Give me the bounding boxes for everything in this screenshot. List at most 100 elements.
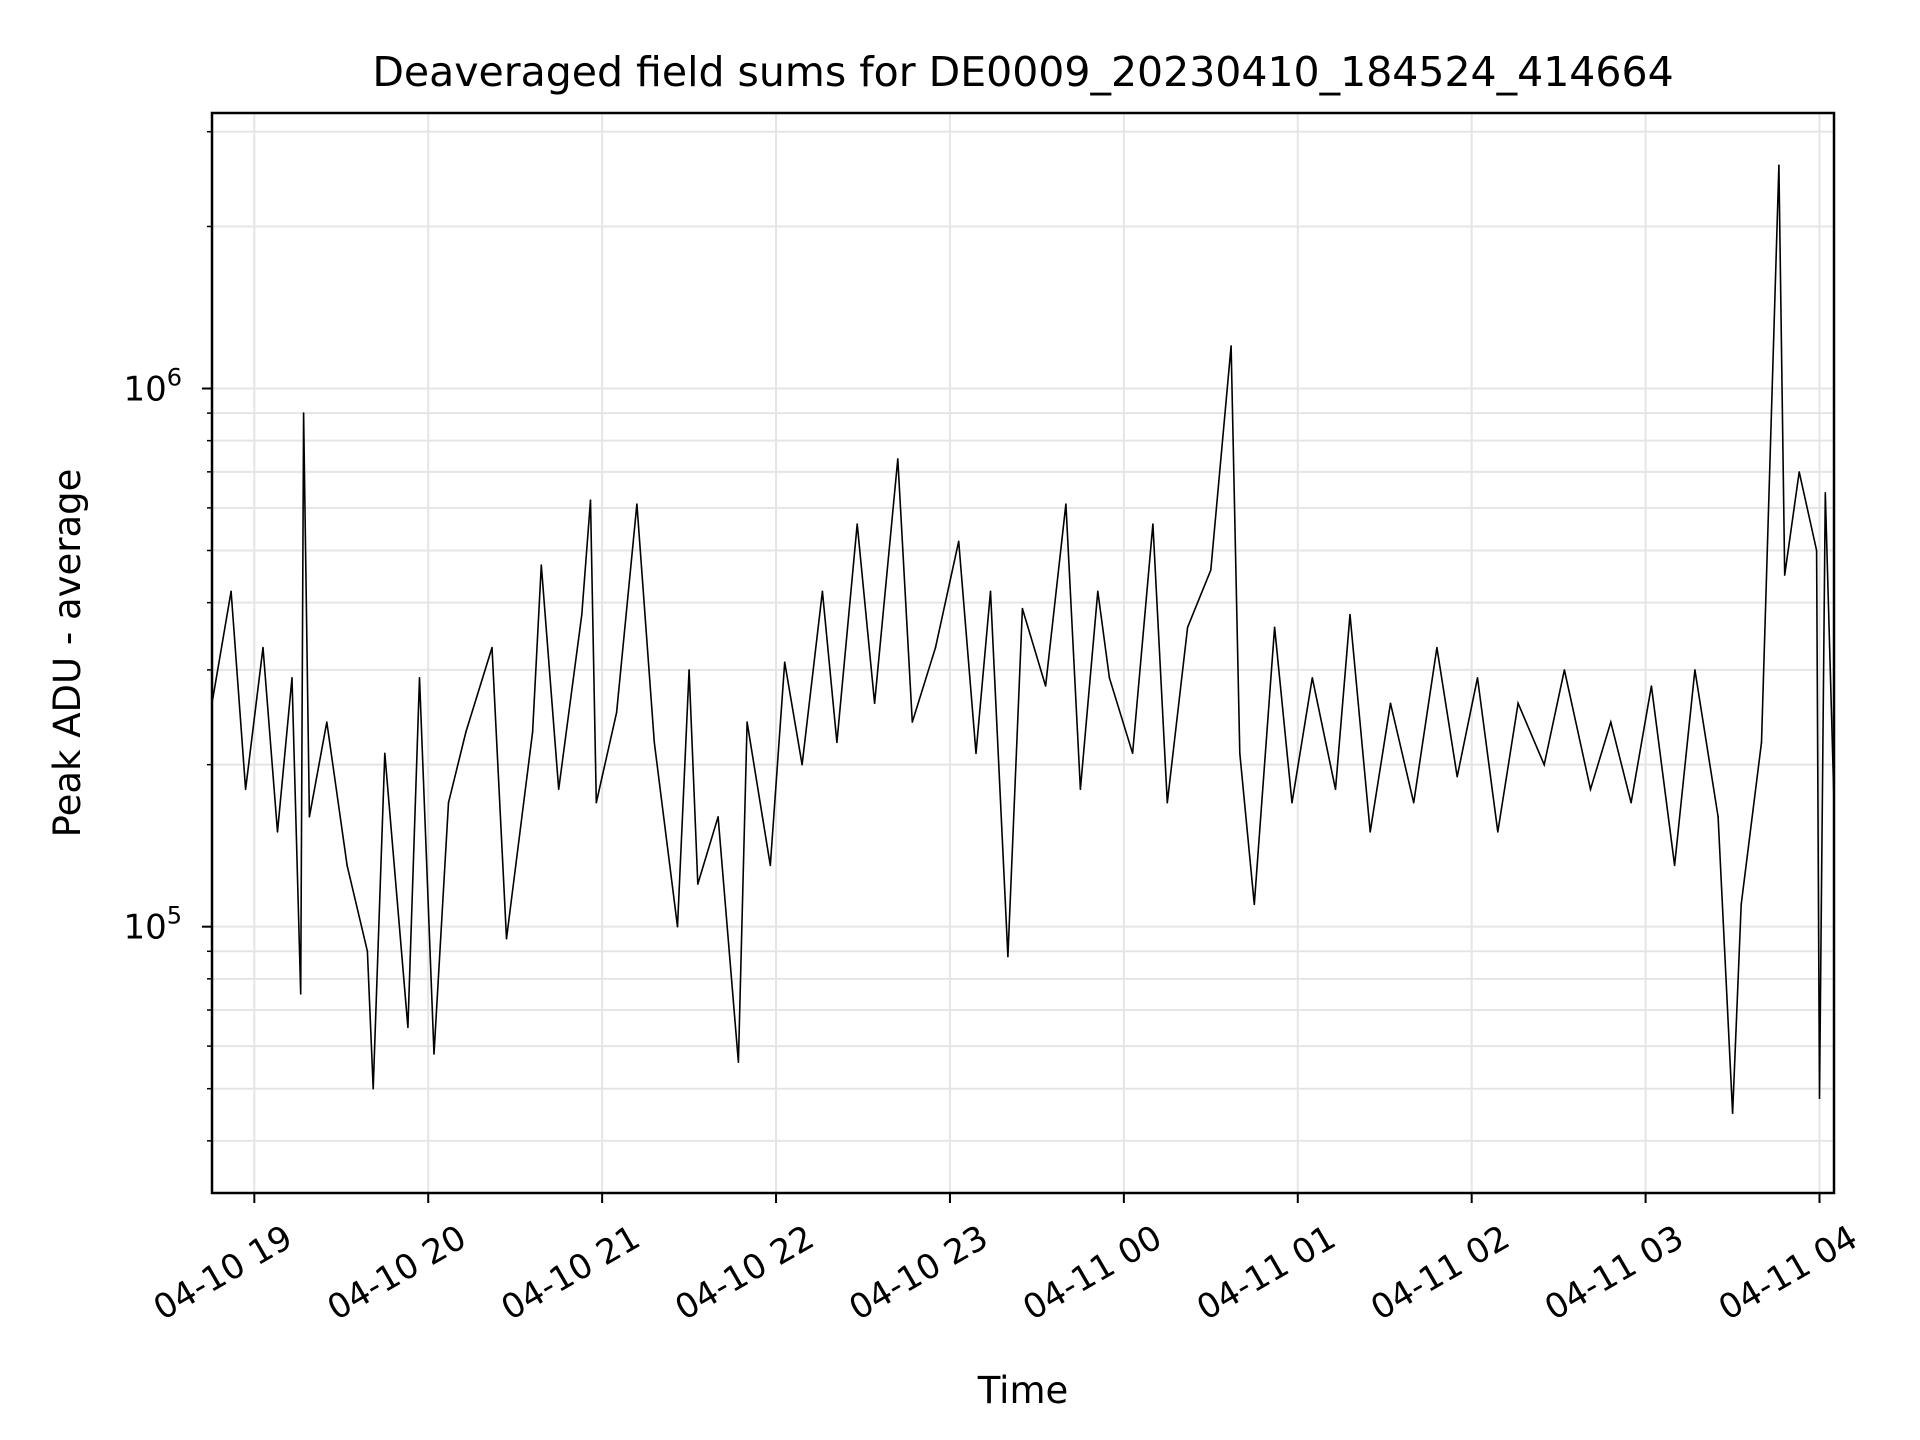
data-point bbox=[230, 590, 232, 593]
data-point bbox=[346, 864, 348, 867]
data-point bbox=[1108, 677, 1111, 679]
data-point bbox=[1815, 549, 1818, 552]
data-point bbox=[897, 458, 899, 460]
data-point bbox=[1044, 685, 1047, 687]
data-point bbox=[1210, 569, 1212, 571]
y-tick-label: 105 bbox=[123, 902, 182, 948]
data-point bbox=[557, 788, 560, 791]
data-point bbox=[1630, 801, 1632, 804]
data-point bbox=[540, 564, 543, 566]
data-point bbox=[1436, 646, 1438, 649]
data-point bbox=[989, 590, 992, 593]
data-point bbox=[1783, 574, 1786, 576]
data-point bbox=[595, 801, 598, 804]
data-point bbox=[433, 1053, 435, 1055]
data-point bbox=[302, 412, 305, 414]
data-point bbox=[1717, 816, 1719, 818]
data-point bbox=[1412, 801, 1415, 804]
data-point bbox=[746, 721, 748, 723]
data-point bbox=[299, 993, 302, 995]
data-point bbox=[957, 540, 960, 543]
data-point bbox=[911, 721, 914, 723]
data-point bbox=[1610, 721, 1612, 723]
data-point bbox=[856, 523, 858, 525]
data-point bbox=[1543, 763, 1545, 766]
data-point bbox=[1650, 685, 1653, 687]
y-tick-label-base: 10 bbox=[123, 908, 166, 948]
data-point bbox=[1131, 752, 1134, 755]
data-point bbox=[1694, 669, 1696, 671]
y-tick-label: 106 bbox=[123, 363, 182, 409]
data-point bbox=[372, 1087, 375, 1090]
data-point bbox=[1731, 1112, 1734, 1115]
data-point bbox=[1673, 864, 1676, 867]
data-point bbox=[262, 646, 264, 649]
chart-title: Deaveraged field sums for DE0009_2023041… bbox=[372, 48, 1673, 96]
x-axis-label: Time bbox=[977, 1369, 1069, 1412]
data-point bbox=[1456, 775, 1458, 778]
data-point bbox=[1389, 702, 1392, 705]
data-point bbox=[1818, 1097, 1821, 1099]
data-point bbox=[1065, 503, 1067, 505]
data-point bbox=[1334, 788, 1337, 791]
data-point bbox=[505, 937, 508, 940]
y-tick-label-exponent: 5 bbox=[167, 902, 182, 930]
data-point bbox=[1021, 607, 1024, 610]
data-point bbox=[1079, 788, 1082, 791]
data-point bbox=[636, 503, 638, 505]
data-point bbox=[697, 883, 699, 885]
data-point bbox=[653, 741, 656, 744]
data-point bbox=[276, 831, 279, 833]
data-point bbox=[1166, 801, 1169, 804]
data-point bbox=[1273, 626, 1276, 629]
data-point bbox=[1186, 626, 1189, 629]
grid-layer bbox=[212, 113, 1834, 1193]
data-point bbox=[366, 950, 369, 953]
series-line bbox=[211, 165, 1835, 1114]
data-point bbox=[491, 646, 493, 649]
data-point bbox=[447, 801, 450, 804]
data-point bbox=[291, 677, 293, 679]
data-point bbox=[1517, 702, 1519, 705]
data-point bbox=[1349, 613, 1351, 616]
plot-area-frame bbox=[210, 111, 1836, 1195]
data-point bbox=[384, 752, 386, 755]
data-point bbox=[1824, 492, 1827, 494]
data-point bbox=[615, 711, 618, 714]
data-point bbox=[589, 499, 592, 502]
data-point bbox=[873, 702, 876, 705]
y-axis-label: Peak ADU - average bbox=[46, 469, 89, 838]
data-point bbox=[1778, 164, 1780, 166]
series-layer bbox=[211, 164, 1835, 1115]
data-point bbox=[1369, 831, 1371, 833]
data-point bbox=[801, 763, 803, 766]
data-point bbox=[1563, 669, 1566, 671]
y-tick-label-exponent: 6 bbox=[167, 363, 182, 391]
data-point bbox=[1097, 590, 1099, 593]
y-tick-label-base: 10 bbox=[123, 369, 166, 409]
data-point bbox=[769, 864, 772, 867]
data-point bbox=[1476, 677, 1479, 679]
data-point bbox=[1253, 903, 1256, 906]
data-point bbox=[407, 1026, 409, 1029]
data-point bbox=[934, 646, 937, 649]
data-point bbox=[975, 752, 977, 755]
data-point bbox=[465, 731, 467, 733]
data-point bbox=[308, 816, 311, 818]
data-point bbox=[1007, 955, 1009, 958]
data-point bbox=[581, 613, 583, 616]
data-point bbox=[1589, 788, 1592, 791]
data-point bbox=[1291, 801, 1293, 804]
data-point bbox=[326, 721, 328, 723]
data-point bbox=[717, 816, 719, 818]
data-point bbox=[676, 925, 679, 928]
data-point bbox=[1497, 831, 1499, 833]
data-point bbox=[1740, 903, 1742, 906]
data-point bbox=[836, 741, 838, 744]
data-point bbox=[821, 590, 824, 593]
data-point bbox=[783, 661, 786, 663]
data-point bbox=[1798, 471, 1800, 473]
data-point bbox=[1152, 523, 1154, 525]
